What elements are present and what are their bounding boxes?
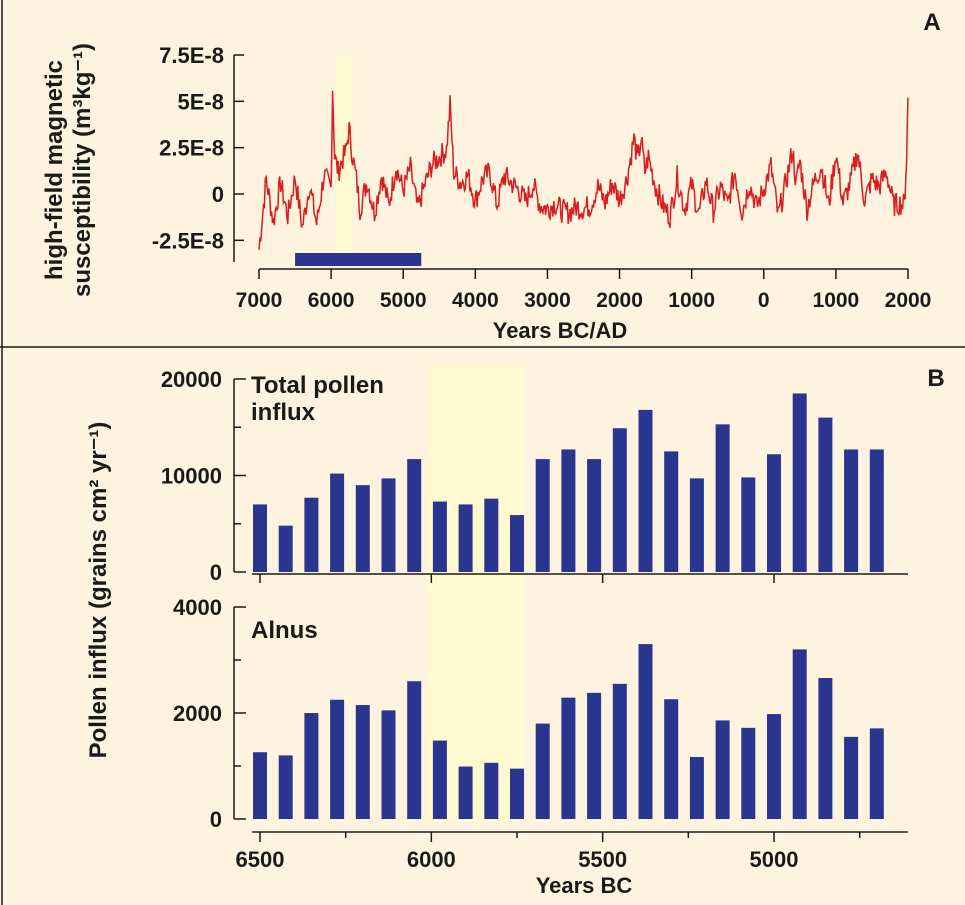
total-pollen-bar	[741, 477, 756, 572]
alnus-bar	[689, 756, 704, 819]
y-tick-label: 0	[212, 182, 224, 207]
alnus-bar	[741, 727, 756, 819]
alnus-bar	[869, 728, 884, 819]
total-pollen-bar	[484, 498, 499, 572]
alnus-bar	[253, 752, 267, 819]
total-pollen-bar	[535, 459, 550, 572]
total-pollen-bar	[844, 449, 859, 572]
y-tick-label: 2000	[173, 701, 222, 726]
alnus-bar	[844, 736, 859, 819]
y-tick-label: 4000	[173, 595, 222, 620]
x-tick-label: 6000	[407, 847, 456, 872]
alnus-bar	[432, 740, 447, 819]
y-tick-label: 0	[210, 807, 222, 832]
total-pollen-bar	[869, 449, 884, 572]
highlight-band	[336, 55, 353, 267]
y-tick-label: 10000	[161, 464, 222, 489]
total-pollen-bars	[253, 393, 884, 572]
total-pollen-bar	[432, 501, 447, 572]
y-tick-label: 5E-8	[178, 89, 224, 114]
panel-a: -2.5E-8 0 2.5E-8 5E-8 7.5E-8 7000 6000 5000 4000…	[41, 9, 941, 343]
y-tick-label: 0	[210, 560, 222, 585]
x-tick-label: 0	[758, 289, 770, 312]
alnus-bar	[638, 644, 653, 819]
panel-a-letter: A	[923, 9, 940, 36]
alnus-bar	[612, 683, 627, 819]
alnus-bars	[253, 644, 884, 819]
panel-b-ylabel: Pollen influx (grains cm² yr⁻¹)	[85, 422, 112, 759]
alnus-bar	[818, 678, 833, 819]
alnus-bar	[278, 755, 293, 819]
x-tick-label: 6500	[236, 847, 285, 872]
panel-b-letter: B	[927, 365, 944, 392]
panel-a-ylabel-line2: susceptibility (m³kg⁻¹)	[69, 43, 96, 297]
y-tick-label: -2.5E-8	[152, 228, 224, 253]
total-pollen-axes: 0 10000 20000	[161, 367, 908, 585]
alnus-bar	[792, 649, 807, 819]
alnus-axes: 0 2000 4000 6500 6000 5500 5000	[173, 595, 908, 872]
x-tick-label: 6000	[308, 289, 355, 312]
alnus-bar	[510, 768, 524, 819]
total-pollen-bar	[818, 417, 833, 572]
x-tick-label: 2000	[596, 289, 643, 312]
panel-a-xlabel: Years BC/AD	[493, 318, 628, 343]
alnus-bar	[664, 699, 679, 819]
x-tick-label: 1000	[668, 289, 715, 312]
x-tick-label: 3000	[524, 289, 571, 312]
total-pollen-bar	[638, 409, 653, 572]
total-pollen-bar	[278, 525, 293, 572]
total-pollen-bar	[767, 454, 781, 572]
x-tick-label: 7000	[236, 289, 283, 312]
total-pollen-bar	[407, 459, 422, 572]
total-pollen-bar	[381, 478, 396, 572]
panel-b-xlabel: Years BC	[536, 873, 633, 898]
y-tick-label: 20000	[161, 367, 222, 392]
alnus-bar	[484, 762, 499, 819]
total-pollen-bar	[587, 459, 602, 572]
total-pollen-bar	[792, 393, 807, 572]
total-pollen-bar	[253, 504, 267, 572]
total-pollen-bar	[715, 424, 730, 572]
alnus-bar	[561, 697, 576, 819]
panel-a-axes: -2.5E-8 0 2.5E-8 5E-8 7.5E-8 7000 6000 5000 4000…	[152, 43, 932, 312]
alnus-bar	[407, 681, 422, 819]
total-pollen-bar	[689, 478, 704, 572]
x-tick-label: 5000	[750, 847, 799, 872]
total-pollen-bar	[304, 497, 319, 572]
total-pollen-bar	[612, 428, 627, 572]
total-pollen-bar	[510, 515, 524, 572]
alnus-bar	[535, 723, 550, 819]
susceptibility-series-line	[258, 90, 909, 250]
y-tick-label: 7.5E-8	[159, 43, 224, 68]
alnus-bar	[330, 699, 345, 819]
total-pollen-bar	[330, 473, 345, 572]
total-pollen-bar	[355, 485, 370, 572]
panel-a-ylabel-line1: high-field magnetic	[41, 60, 68, 280]
alnus-label: Alnus	[251, 617, 318, 644]
total-pollen-label-line1: Total pollen	[251, 372, 384, 399]
x-tick-label: 5500	[578, 847, 627, 872]
alnus-bar	[587, 692, 602, 819]
x-tick-label: 1000	[813, 289, 860, 312]
x-tick-label: 2000	[885, 289, 932, 312]
alnus-bar	[381, 710, 396, 819]
alnus-bar	[767, 714, 781, 819]
marker-bar	[295, 253, 422, 266]
total-pollen-bar	[458, 504, 473, 572]
total-pollen-label-line2: influx	[251, 399, 316, 426]
total-pollen-bar	[664, 451, 679, 572]
y-tick-label: 2.5E-8	[159, 136, 224, 161]
alnus-bar	[715, 720, 730, 819]
alnus-bar	[304, 713, 319, 819]
total-pollen-bar	[561, 449, 576, 572]
alnus-bar	[458, 766, 473, 819]
alnus-bar	[355, 705, 370, 819]
x-tick-label: 4000	[452, 289, 499, 312]
x-tick-label: 5000	[380, 289, 427, 312]
